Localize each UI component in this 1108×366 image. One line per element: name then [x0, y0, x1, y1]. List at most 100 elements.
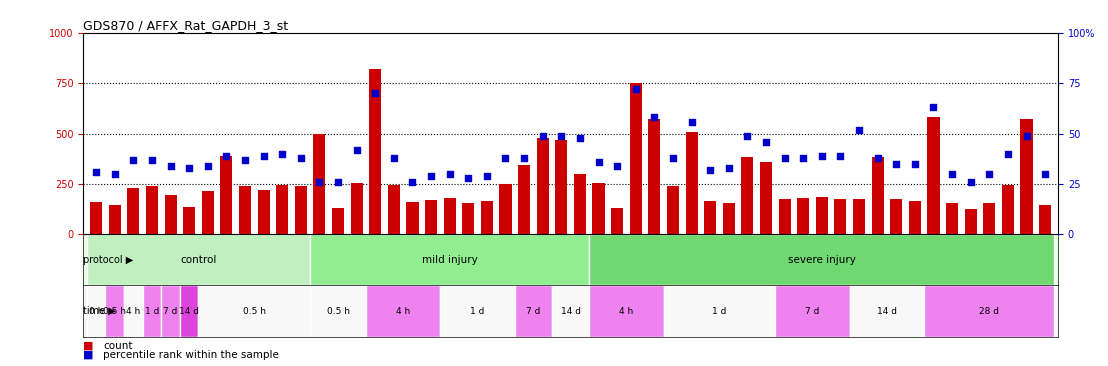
Bar [815, 197, 828, 234]
Text: 14 d: 14 d [179, 307, 199, 315]
Bar [536, 138, 548, 234]
Bar [741, 157, 753, 234]
Point [384, 155, 402, 161]
Bar [834, 199, 847, 234]
Point [794, 155, 812, 161]
Text: 7 d: 7 d [163, 307, 177, 315]
Text: time ▶: time ▶ [83, 306, 116, 316]
Bar [124, 285, 143, 337]
Text: 0 h: 0 h [89, 307, 103, 315]
Bar [667, 186, 679, 234]
Point [460, 175, 478, 181]
Bar [593, 183, 605, 234]
Point [329, 179, 347, 185]
Bar [555, 140, 567, 234]
Text: 1 d: 1 d [471, 307, 485, 315]
Point [367, 90, 384, 96]
Bar [924, 285, 1055, 337]
Bar [552, 285, 589, 337]
Bar [776, 285, 850, 337]
Text: 4 h: 4 h [396, 307, 410, 315]
Bar [162, 285, 179, 337]
Bar [686, 132, 698, 234]
Point [88, 169, 105, 175]
Bar [574, 174, 586, 234]
Point [701, 167, 719, 173]
Point [720, 165, 738, 171]
Point [441, 171, 459, 177]
Point [162, 163, 179, 169]
Point [478, 173, 495, 179]
Bar [90, 202, 102, 234]
Bar [314, 134, 326, 234]
Bar [183, 207, 195, 234]
Bar [179, 285, 198, 337]
Text: 1 d: 1 d [712, 307, 727, 315]
Bar [86, 234, 310, 285]
Bar [664, 285, 776, 337]
Bar [109, 205, 121, 234]
Point [403, 179, 421, 185]
Text: 0.5 h: 0.5 h [103, 307, 126, 315]
Bar [629, 83, 642, 234]
Point [589, 159, 607, 165]
Point [1036, 171, 1054, 177]
Point [515, 155, 533, 161]
Text: percentile rank within the sample: percentile rank within the sample [103, 350, 279, 360]
Text: 0.5 h: 0.5 h [243, 307, 266, 315]
Point [943, 171, 961, 177]
Bar [462, 203, 474, 234]
Point [664, 155, 681, 161]
Text: 0.5 h: 0.5 h [327, 307, 349, 315]
Point [924, 105, 942, 111]
Bar [779, 199, 791, 234]
Bar [1002, 185, 1014, 234]
Text: count: count [103, 341, 133, 351]
Point [962, 179, 979, 185]
Point [274, 151, 291, 157]
Bar [722, 203, 735, 234]
Bar [127, 188, 140, 234]
Text: 14 d: 14 d [561, 307, 581, 315]
Point [422, 173, 440, 179]
Bar [369, 69, 381, 234]
Bar [332, 208, 345, 234]
Text: 14 d: 14 d [876, 307, 897, 315]
Bar [164, 195, 176, 234]
Bar [220, 156, 233, 234]
Bar [704, 201, 716, 234]
Point [1017, 133, 1035, 139]
Bar [890, 199, 902, 234]
Text: 4 h: 4 h [126, 307, 141, 315]
Bar [927, 117, 940, 234]
Point [813, 153, 831, 159]
Point [739, 133, 757, 139]
Bar [853, 199, 865, 234]
Bar [648, 119, 660, 234]
Bar [481, 201, 493, 234]
Bar [146, 186, 158, 234]
Bar [872, 157, 884, 234]
Point [236, 157, 254, 163]
Bar [850, 285, 924, 337]
Bar [143, 285, 162, 337]
Bar [276, 185, 288, 234]
Text: 7 d: 7 d [806, 307, 820, 315]
Bar [909, 201, 921, 234]
Text: protocol ▶: protocol ▶ [83, 255, 133, 265]
Bar [295, 186, 307, 234]
Bar [946, 203, 958, 234]
Point [571, 135, 588, 141]
Text: 4 h: 4 h [619, 307, 634, 315]
Bar [760, 162, 772, 234]
Text: 7 d: 7 d [526, 307, 541, 315]
Point [496, 155, 514, 161]
Point [199, 163, 217, 169]
Bar [515, 285, 552, 337]
Point [348, 147, 366, 153]
Bar [310, 234, 589, 285]
Bar [388, 185, 400, 234]
Text: 28 d: 28 d [979, 307, 999, 315]
Bar [407, 202, 419, 234]
Bar [519, 165, 530, 234]
